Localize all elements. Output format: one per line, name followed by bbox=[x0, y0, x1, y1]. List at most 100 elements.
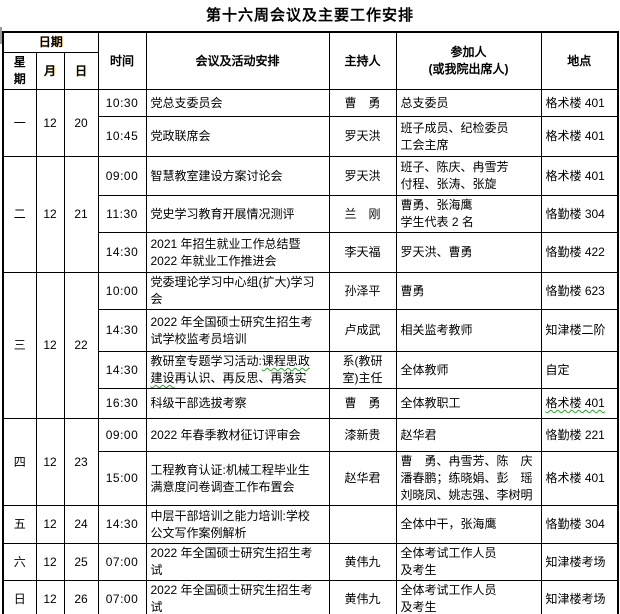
cell-host: 黄伟九 bbox=[328, 543, 397, 581]
cell-host: 卢成武 bbox=[328, 309, 397, 352]
table-row: 五 12 24 14:30 中层干部培训之能力培训:学校 公文写作案例解析 全体… bbox=[2, 505, 619, 544]
cell-time: 14:30 bbox=[97, 232, 147, 273]
cell-participants: 班子成员、纪检委员 工会主席 bbox=[395, 116, 542, 157]
cell-day: 22 bbox=[63, 272, 99, 419]
header-location: 地点 bbox=[540, 31, 619, 90]
cell-participants: 总支委员 bbox=[395, 89, 542, 117]
cell-participants: 曹勇、张海鹰 学生代表 2 名 bbox=[395, 195, 542, 233]
cell-time: 14:30 bbox=[97, 309, 147, 352]
cell-participants: 全体考试工作人员 及考生 bbox=[395, 580, 542, 614]
cell-month: 12 bbox=[35, 418, 65, 506]
cell-meeting: 2022 年全国硕士研究生招生考 试 bbox=[145, 543, 330, 581]
cell-meeting: 中层干部培训之能力培训:学校 公文写作案例解析 bbox=[145, 505, 330, 544]
header-month: 月 bbox=[35, 52, 65, 90]
header-participants: 参加人 (或我院出席人) bbox=[395, 31, 542, 90]
cell-time: 14:30 bbox=[97, 351, 147, 389]
cell-meeting: 智慧教室建设方案讨论会 bbox=[145, 156, 330, 196]
cell-time: 07:00 bbox=[97, 580, 147, 614]
cell-host: 赵华君 bbox=[328, 451, 397, 506]
table-row: 二 12 21 09:00 智慧教室建设方案讨论会 罗天洪 班子、陈庆、冉雪芳 … bbox=[2, 156, 619, 273]
cell-host: 罗天洪 bbox=[328, 156, 397, 196]
cell-participants: 赵华君 bbox=[395, 418, 542, 452]
header-weekday: 星 期 bbox=[2, 52, 37, 90]
header-host: 主持人 bbox=[328, 31, 397, 90]
header-meeting: 会议及活动安排 bbox=[145, 31, 330, 90]
cell-time: 16:30 bbox=[97, 388, 147, 419]
cell-participants: 全体教师 bbox=[395, 351, 542, 389]
header-time: 时间 bbox=[97, 31, 147, 90]
table-row: 日 12 26 07:00 2022 年全国硕士研究生招生考 试 黄伟九 全体考… bbox=[2, 580, 619, 614]
cell-time: 10:45 bbox=[97, 116, 147, 157]
cell-host: 曹 勇 bbox=[328, 388, 397, 419]
cell-meeting: 科级干部选拔考察 bbox=[145, 388, 330, 419]
cell-location: 自定 bbox=[540, 351, 619, 389]
cell-weekday: 二 bbox=[2, 156, 37, 273]
cell-day: 23 bbox=[63, 418, 99, 506]
cell-weekday: 一 bbox=[2, 89, 37, 157]
cell-participants: 班子、陈庆、冉雪芳 付程、张涛、张旋 bbox=[395, 156, 542, 196]
cell-host: 漆新贵 bbox=[328, 418, 397, 452]
cell-month: 12 bbox=[35, 156, 65, 273]
cell-time: 09:00 bbox=[97, 156, 147, 196]
cell-day: 20 bbox=[63, 89, 99, 157]
table-row: 10:45 党政联席会 罗天洪 班子成员、纪检委员 工会主席 格术楼 401 bbox=[3, 116, 619, 157]
cell-participants: 曹 勇、冉雪芳、陈 庆 潘春鹏；练晓娟、彭 瑶 刘晓凤、姚志强、李树明 bbox=[395, 451, 542, 506]
cell-day: 25 bbox=[63, 543, 99, 581]
cell-month: 12 bbox=[35, 505, 65, 544]
cell-location: 格术楼 401 bbox=[540, 89, 619, 117]
cell-time: 15:00 bbox=[97, 451, 147, 506]
cell-time: 10:00 bbox=[97, 272, 147, 310]
cell-host: 兰 刚 bbox=[328, 195, 397, 233]
cell-participants: 全体教职工 bbox=[395, 388, 542, 419]
page-edge-artifact bbox=[0, 27, 2, 44]
cell-meeting: 党总支委员会 bbox=[145, 89, 330, 117]
cell-host: 黄伟九 bbox=[328, 580, 397, 614]
meeting-text: 教研室专题学习活动: bbox=[150, 354, 262, 368]
cell-location: 格术楼 401 bbox=[540, 388, 619, 419]
cell-weekday: 日 bbox=[2, 580, 37, 614]
schedule-table: 日期 时间 会议及活动安排 主持人 参加人 (或我院出席人) 地点 星 期 月 … bbox=[2, 31, 619, 614]
meeting-text: 再认识、再反思、再落实 bbox=[174, 371, 307, 385]
table-row: 15:00 工程教育认证:机械工程毕业生 满意度问卷调查工作布置会 赵华君 曹 … bbox=[3, 451, 619, 506]
cell-meeting: 2022 年全国硕士研究生招生考 试 bbox=[145, 580, 330, 614]
cell-month: 12 bbox=[35, 543, 65, 581]
cell-meeting: 2021 年招生就业工作总结暨 2022 年就业工作推进会 bbox=[145, 232, 330, 273]
cell-participants: 相关监考教师 bbox=[395, 309, 542, 352]
cell-meeting: 党史学习教育开展情况测评 bbox=[145, 195, 330, 233]
cell-time: 14:30 bbox=[97, 505, 147, 544]
cell-meeting: 2022 年全国硕士研究生招生考 试学校监考员培训 bbox=[145, 309, 330, 352]
cell-month: 12 bbox=[35, 89, 65, 157]
cell-meeting: 2022 年春季教材征订评审会 bbox=[145, 418, 330, 452]
cell-day: 21 bbox=[63, 156, 99, 273]
cell-month: 12 bbox=[35, 580, 65, 614]
cell-location: 恪勤楼 221 bbox=[540, 418, 619, 452]
cell-location: 知津楼二阶 bbox=[540, 309, 619, 352]
cell-time: 07:00 bbox=[97, 543, 147, 581]
cell-meeting: 党政联席会 bbox=[145, 116, 330, 157]
cell-location: 恪勤楼 422 bbox=[540, 232, 619, 273]
cell-location: 知津楼考场 bbox=[540, 580, 619, 614]
cell-host: 李天福 bbox=[328, 232, 397, 273]
cell-weekday: 六 bbox=[2, 543, 37, 581]
cell-meeting: 工程教育认证:机械工程毕业生 满意度问卷调查工作布置会 bbox=[145, 451, 330, 506]
cell-meeting: 党委理论学习中心组(扩大)学习 会 bbox=[145, 272, 330, 310]
table-row: 14:30 2021 年招生就业工作总结暨 2022 年就业工作推进会 李天福 … bbox=[3, 232, 619, 273]
cell-location: 恪勤楼 304 bbox=[540, 195, 619, 233]
table-row: 16:30 科级干部选拔考察 曹 勇 全体教职工 格术楼 401 bbox=[3, 388, 619, 419]
table-row: 11:30 党史学习教育开展情况测评 兰 刚 曹勇、张海鹰 学生代表 2 名 恪… bbox=[3, 195, 619, 233]
table-row: 六 12 25 07:00 2022 年全国硕士研究生招生考 试 黄伟九 全体考… bbox=[2, 543, 619, 581]
table-row: 三 12 22 10:00 党委理论学习中心组(扩大)学习 会 孙泽平 曹勇 恪… bbox=[2, 272, 619, 419]
cell-location: 知津楼考场 bbox=[540, 543, 619, 581]
table-row: 四 12 23 09:00 2022 年春季教材征订评审会 漆新贵 赵华君 恪勤… bbox=[2, 418, 619, 506]
cell-meeting: 教研室专题学习活动:课程思政 建设再认识、再反思、再落实 bbox=[145, 351, 330, 389]
header-day: 日 bbox=[63, 52, 99, 90]
header-row-date: 日期 时间 会议及活动安排 主持人 参加人 (或我院出席人) 地点 bbox=[2, 31, 619, 90]
cell-month: 12 bbox=[35, 272, 65, 419]
cell-weekday: 四 bbox=[2, 418, 37, 506]
cell-location: 格术楼 401 bbox=[540, 451, 619, 506]
cell-host: 曹 勇 bbox=[328, 89, 397, 117]
location-text-spellcheck: 格术楼 401 bbox=[545, 396, 605, 410]
cell-location: 格术楼 401 bbox=[540, 156, 619, 196]
header-row-subdate: 星 期 月 日 bbox=[2, 52, 618, 90]
